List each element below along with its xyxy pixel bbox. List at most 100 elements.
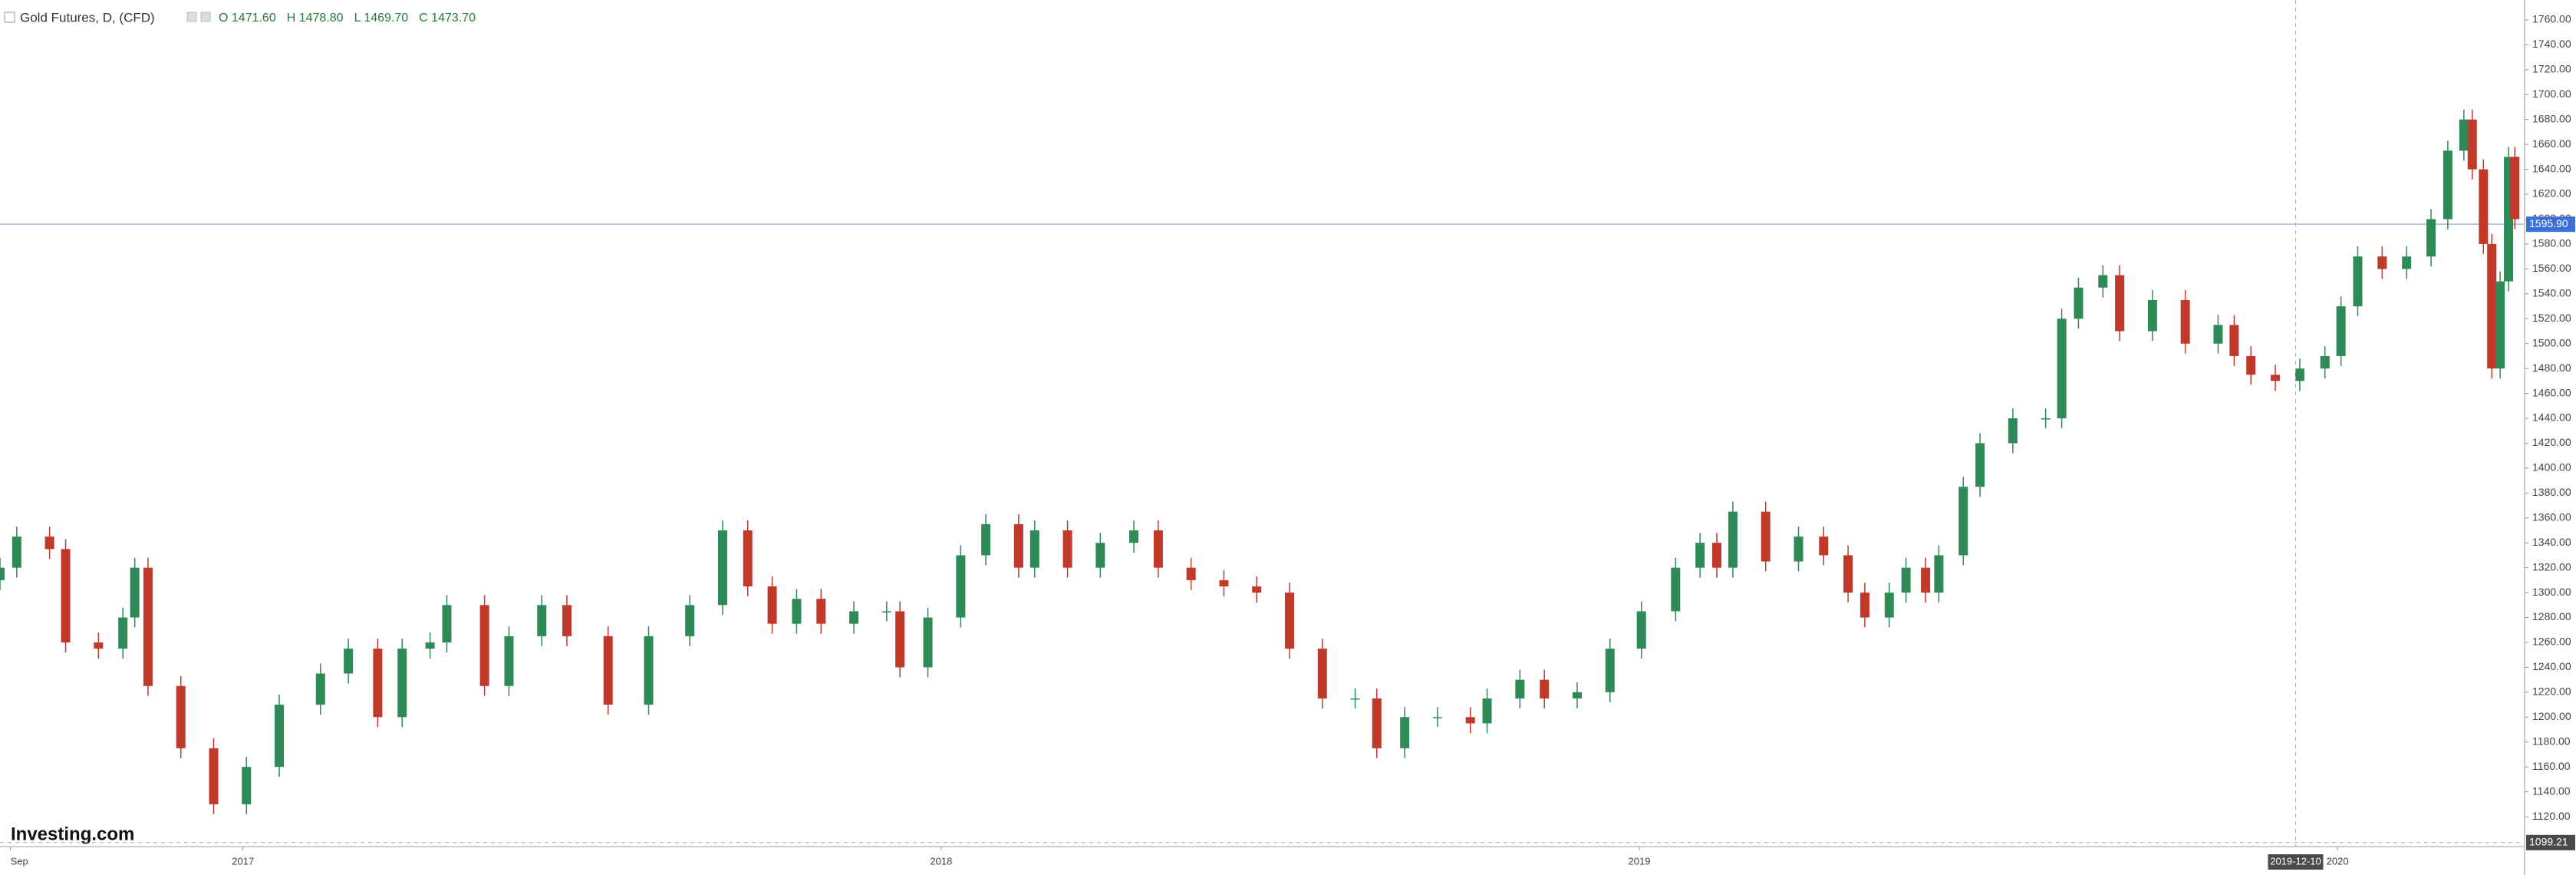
y-tick-label: 1280.00 (2532, 610, 2571, 622)
candle-body (1958, 487, 1968, 556)
y-tick-label: 1300.00 (2532, 586, 2571, 598)
chart-title: Gold Futures, D, (CFD) (20, 10, 155, 25)
y-tick-label: 1120.00 (2532, 810, 2571, 822)
candle-body (603, 636, 613, 705)
candle-body (1284, 593, 1294, 649)
candle-body (2467, 119, 2477, 170)
y-tick-label: 1660.00 (2532, 137, 2571, 150)
candle-body (425, 642, 435, 649)
candle-body (1671, 567, 1681, 612)
candle-body (2459, 119, 2469, 151)
y-tick-label: 1240.00 (2532, 660, 2571, 672)
x-tick-label: 2019 (1629, 855, 1651, 867)
candle-body (767, 586, 777, 624)
x-tick-label: 2017 (232, 855, 254, 867)
y-tick-label: 1680.00 (2532, 112, 2571, 124)
candle-body (1219, 579, 1229, 586)
candle-body (315, 673, 325, 705)
settings-icon[interactable] (186, 12, 197, 22)
ohlc-legend: O 1471.60 (219, 12, 276, 25)
candle-body (956, 555, 966, 618)
candle-body (2510, 157, 2520, 220)
crosshair-y-box (2526, 834, 2575, 850)
candle-body (1860, 593, 1869, 618)
candle-body (2180, 299, 2190, 344)
candle-body (1794, 537, 1804, 562)
y-tick-label: 1380.00 (2532, 486, 2571, 498)
candle-body (1934, 555, 1944, 593)
candle-body (2213, 325, 2223, 344)
candle-body (895, 611, 905, 668)
candle-body (130, 567, 140, 618)
collapse-icon[interactable] (4, 12, 15, 23)
ohlc-legend: L 1469.70 (354, 12, 409, 25)
candle-body (373, 649, 383, 718)
candle-body (143, 567, 153, 686)
candle-body (479, 605, 489, 686)
y-tick-label: 1220.00 (2532, 685, 2571, 698)
candle-body (743, 530, 753, 586)
candle-body (1350, 698, 1360, 700)
y-tick-label: 1460.00 (2532, 386, 2571, 398)
y-tick-label: 1500.00 (2532, 336, 2571, 348)
y-tick-label: 1420.00 (2532, 436, 2571, 448)
candle-body (1062, 530, 1072, 568)
candle-body (442, 605, 452, 642)
candle-body (881, 611, 891, 612)
candle-body (1482, 698, 1492, 724)
y-tick-label: 1360.00 (2532, 510, 2571, 523)
candle-body (1636, 611, 1646, 649)
candle-body (2074, 287, 2084, 319)
candle-body (504, 636, 514, 686)
candle-body (644, 636, 654, 705)
candle-body (2426, 219, 2436, 257)
x-tick-label: 2018 (930, 855, 952, 867)
candle-body (1129, 530, 1139, 543)
crosshair-x-label: 2019-12-10 (2270, 855, 2321, 867)
candle-body (1884, 593, 1894, 618)
y-tick-label: 1580.00 (2532, 237, 2571, 249)
candle-body (537, 605, 547, 636)
y-tick-label: 1340.00 (2532, 536, 2571, 548)
candle-body (2246, 355, 2256, 375)
candle-body (1901, 567, 1911, 593)
candle-body (2402, 256, 2412, 269)
x-tick-label: Sep (11, 855, 28, 867)
y-tick-label: 1540.00 (2532, 287, 2571, 299)
candle-body (2294, 368, 2304, 381)
y-tick-label: 1200.00 (2532, 710, 2571, 722)
candle-body (209, 748, 219, 804)
candle-body (1761, 511, 1771, 562)
candle-body (1819, 537, 1829, 556)
last-price-box (2526, 216, 2575, 233)
y-tick-label: 1520.00 (2532, 312, 2571, 324)
candle-body (2057, 319, 2067, 419)
x-tick-label: 2020 (2327, 855, 2349, 867)
crosshair-x-box (2268, 854, 2324, 870)
candle-body (344, 649, 354, 674)
close-icon[interactable] (200, 12, 211, 22)
candle-body (1695, 543, 1705, 568)
candle-body (849, 611, 859, 624)
candle-body (1728, 511, 1738, 568)
candle-body (2377, 256, 2387, 269)
candle-body (1605, 649, 1615, 692)
y-tick-label: 1480.00 (2532, 362, 2571, 374)
candle-body (1572, 692, 1582, 698)
candle-body (1465, 717, 1475, 724)
y-tick-label: 1440.00 (2532, 411, 2571, 424)
y-tick-label: 1620.00 (2532, 187, 2571, 200)
candle-body (2147, 299, 2157, 332)
y-tick-label: 1560.00 (2532, 262, 2571, 274)
candle-body (2098, 275, 2108, 288)
candle-body (1432, 717, 1442, 718)
ohlc-legend: C 1473.70 (419, 12, 476, 25)
y-tick-label: 1180.00 (2532, 735, 2571, 747)
candle-body (1252, 586, 1262, 593)
candle-body (1843, 555, 1853, 593)
candle-body (1095, 543, 1105, 568)
candle-body (685, 605, 695, 636)
y-tick-label: 1700.00 (2532, 88, 2571, 100)
